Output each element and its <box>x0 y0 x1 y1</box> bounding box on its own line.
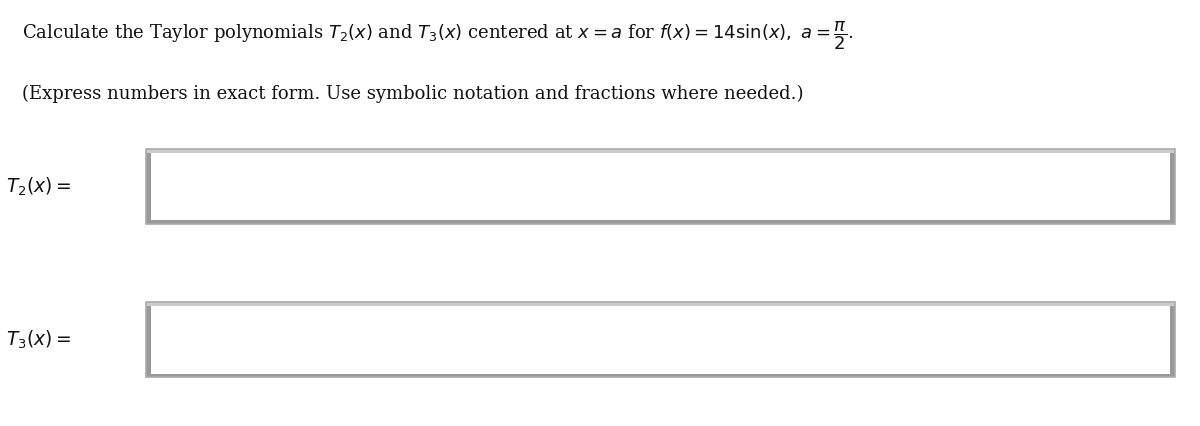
Text: (Express numbers in exact form. Use symbolic notation and fractions where needed: (Express numbers in exact form. Use symb… <box>22 85 803 104</box>
Bar <box>146 149 1175 224</box>
Bar <box>146 302 1175 377</box>
Bar <box>146 302 1175 377</box>
Bar <box>146 149 1175 224</box>
Text: $T_3(x) =$: $T_3(x) =$ <box>6 328 72 351</box>
Bar <box>151 306 1170 374</box>
Bar <box>146 149 1175 153</box>
Bar <box>151 153 1170 220</box>
Bar <box>146 302 1175 306</box>
Text: $T_2(x) =$: $T_2(x) =$ <box>6 175 72 198</box>
Text: Calculate the Taylor polynomials $T_2(x)$ and $T_3(x)$ centered at $x = a$ for $: Calculate the Taylor polynomials $T_2(x)… <box>22 19 853 52</box>
